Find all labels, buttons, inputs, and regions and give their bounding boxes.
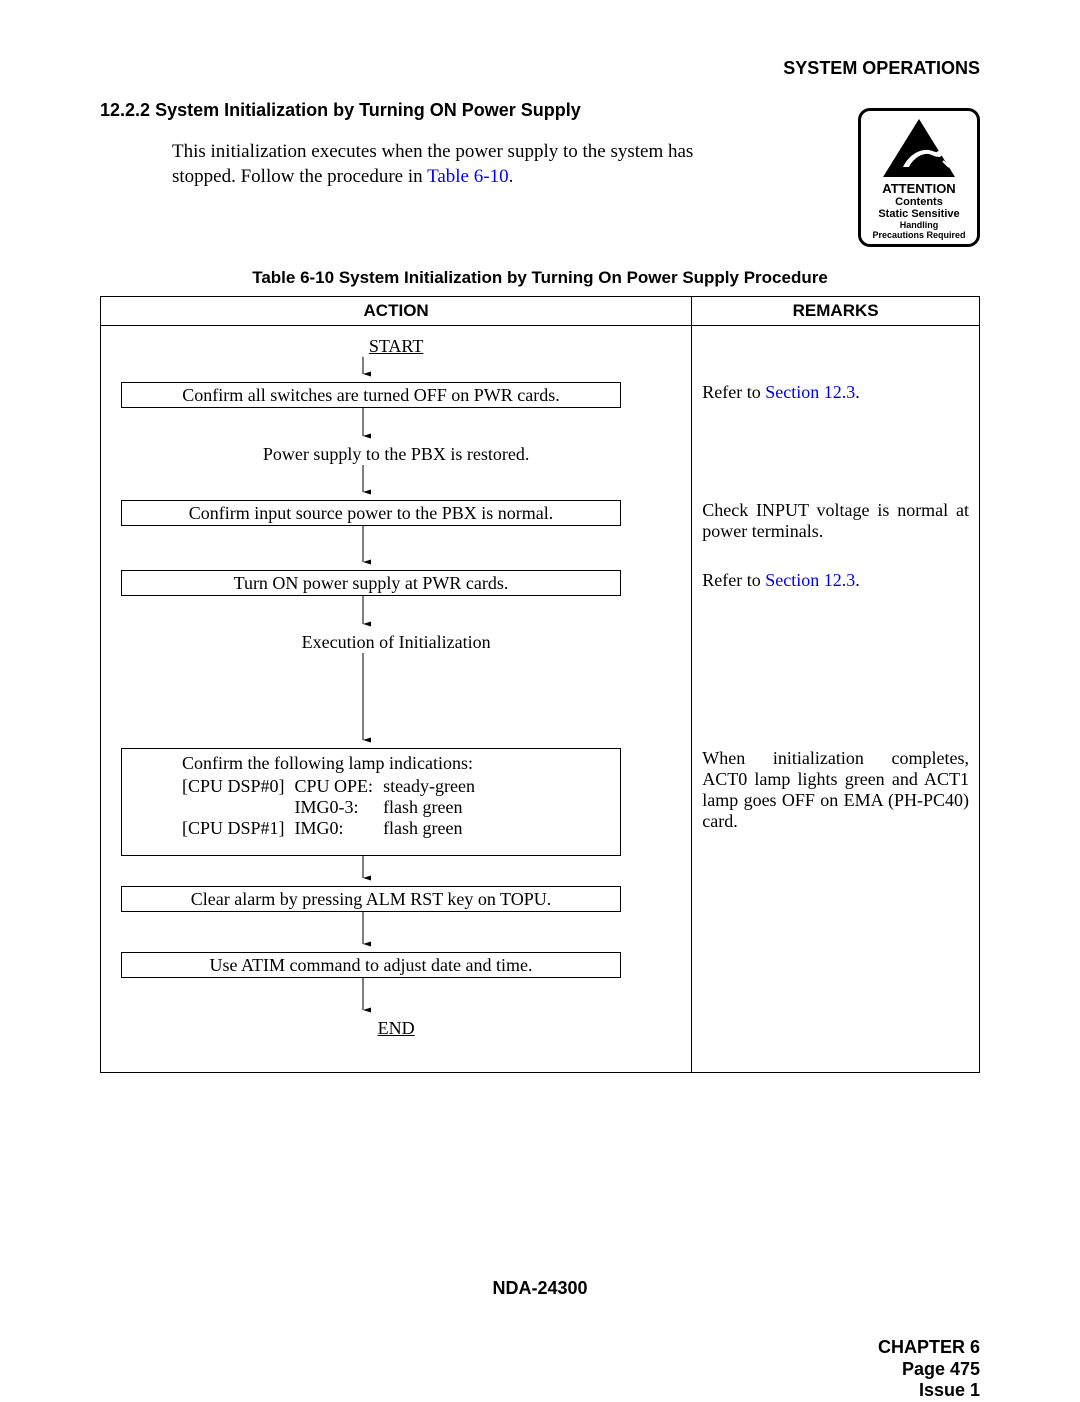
flow-box-1: Confirm input source power to the PBX is…: [121, 500, 621, 526]
remark-0: Refer to Section 12.3.: [702, 382, 969, 403]
attention-line1: ATTENTION: [863, 181, 975, 196]
table-link[interactable]: Table 6-10: [427, 166, 509, 187]
footer-issue: Issue 1: [878, 1380, 980, 1402]
lamp-row-1: IMG0-3:flash green: [182, 797, 485, 818]
flow-end: END: [372, 1018, 421, 1039]
section-heading: 12.2.2 System Initialization by Turning …: [100, 100, 581, 121]
attention-line3: Static Sensitive: [863, 208, 975, 220]
action-cell: START Confirm all switches are turned OF…: [101, 326, 692, 1073]
col-remarks-header: REMARKS: [692, 297, 980, 326]
section-intro: This initialization executes when the po…: [172, 140, 712, 189]
attention-line4: Handling: [863, 220, 975, 230]
section-link-2[interactable]: Section 12.3: [765, 570, 855, 590]
page-header-title: SYSTEM OPERATIONS: [783, 58, 980, 79]
procedure-table: ACTION REMARKS START Confirm all switche…: [100, 296, 980, 1073]
page: SYSTEM OPERATIONS 12.2.2 System Initiali…: [0, 0, 1080, 1397]
footer-chapter: CHAPTER 6: [878, 1337, 980, 1359]
attention-box: ATTENTION Contents Static Sensitive Hand…: [858, 108, 980, 247]
remark-3: When initialization completes, ACT0 lamp…: [702, 748, 969, 832]
lamp-row-2: [CPU DSP#1]IMG0:flash green: [182, 818, 485, 839]
flow-text-1: Execution of Initialization: [296, 632, 497, 653]
esd-icon: [863, 117, 975, 179]
flow-box-lamp: Confirm the following lamp indications: …: [121, 748, 621, 856]
section-title: System Initialization by Turning ON Powe…: [155, 100, 581, 120]
intro-suffix: .: [509, 166, 514, 187]
flow-box-4: Use ATIM command to adjust date and time…: [121, 952, 621, 978]
lamp-title: Confirm the following lamp indications:: [182, 753, 610, 774]
section-link-0[interactable]: Section 12.3: [765, 382, 855, 402]
flow-box-3: Clear alarm by pressing ALM RST key on T…: [121, 886, 621, 912]
flow-text-0: Power supply to the PBX is restored.: [257, 444, 535, 465]
flow-start: START: [363, 336, 429, 357]
flow-box-0: Confirm all switches are turned OFF on P…: [121, 382, 621, 408]
flow-box-2: Turn ON power supply at PWR cards.: [121, 570, 621, 596]
footer-doc-number: NDA-24300: [492, 1278, 587, 1299]
footer-page: Page 475: [878, 1359, 980, 1381]
col-action-header: ACTION: [101, 297, 692, 326]
remark-1: Check INPUT voltage is normal at power t…: [702, 500, 969, 542]
table-caption: Table 6-10 System Initialization by Turn…: [100, 268, 980, 288]
remarks-cell: Refer to Section 12.3. Check INPUT voltag…: [692, 326, 980, 1073]
attention-line2: Contents: [863, 196, 975, 208]
section-number: 12.2.2: [100, 100, 150, 120]
lamp-row-0: [CPU DSP#0]CPU OPE:steady-green: [182, 776, 485, 797]
attention-line5: Precautions Required: [863, 230, 975, 240]
remark-2: Refer to Section 12.3.: [702, 570, 969, 591]
